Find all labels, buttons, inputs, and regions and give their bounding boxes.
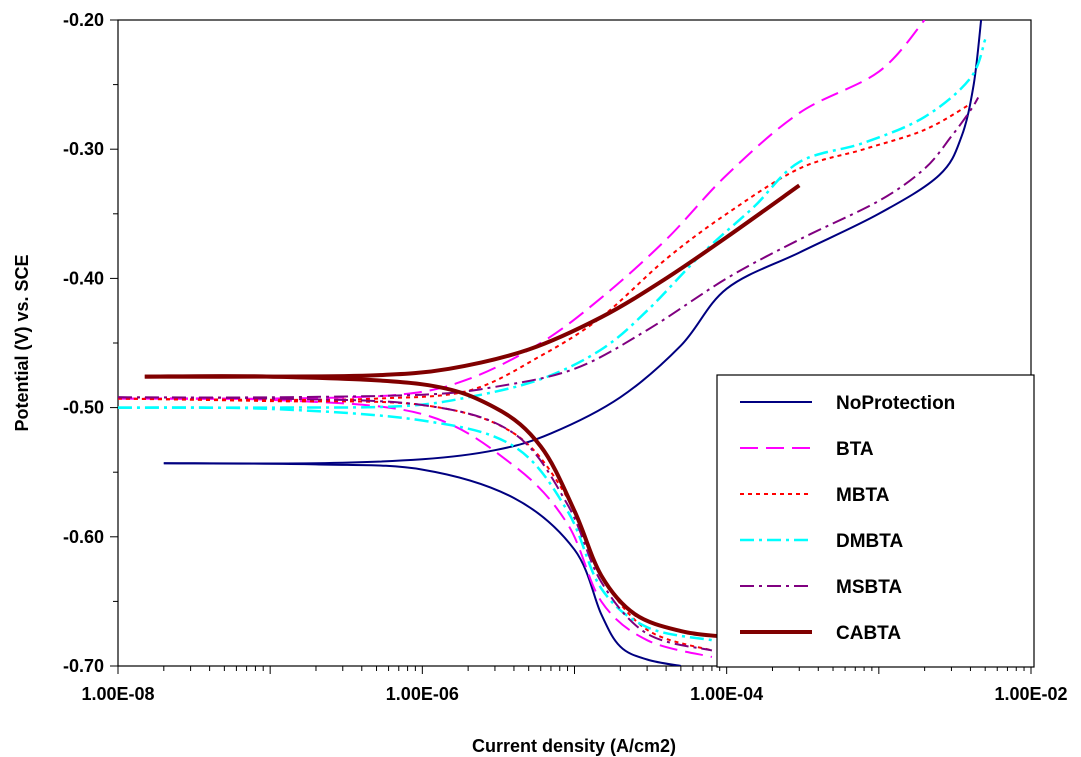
legend-label-bta: BTA bbox=[836, 439, 874, 460]
x-tick-label: 1.00E-06 bbox=[386, 684, 459, 704]
y-tick-label: -0.70 bbox=[63, 656, 104, 676]
x-tick-label: 1.00E-04 bbox=[690, 684, 763, 704]
y-tick-label: -0.20 bbox=[63, 10, 104, 30]
legend: NoProtection BTA MBTA DMBTA MSBTA CABTA bbox=[717, 375, 1034, 667]
x-axis-title: Current density (A/cm2) bbox=[472, 736, 676, 756]
x-tick-label: 1.00E-08 bbox=[81, 684, 154, 704]
legend-label-dmbta: DMBTA bbox=[836, 531, 903, 552]
legend-label-noprotection: NoProtection bbox=[836, 393, 955, 414]
legend-label-cabta: CABTA bbox=[836, 623, 901, 644]
x-tick-label: 1.00E-02 bbox=[994, 684, 1067, 704]
y-axis-title: Potential (V) vs. SCE bbox=[12, 254, 32, 431]
legend-label-msbta: MSBTA bbox=[836, 577, 902, 598]
y-tick-label: -0.60 bbox=[63, 527, 104, 547]
y-tick-label: -0.50 bbox=[63, 398, 104, 418]
legend-label-mbta: MBTA bbox=[836, 485, 890, 506]
y-tick-label: -0.30 bbox=[63, 139, 104, 159]
y-tick-label: -0.40 bbox=[63, 268, 104, 288]
